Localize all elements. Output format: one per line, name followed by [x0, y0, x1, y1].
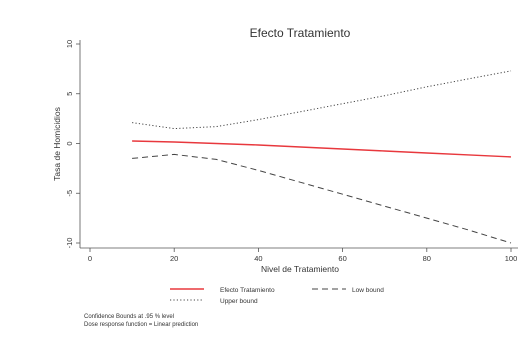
legend: Efecto Tratamiento Low bound Upper bound — [170, 287, 384, 305]
series-efecto-tratamiento-line — [132, 140, 512, 158]
x-tick-label: 40 — [254, 254, 262, 263]
plot-area — [79, 40, 518, 249]
x-tick-label: 80 — [423, 254, 431, 263]
y-tick-label: -10 — [65, 238, 74, 249]
series-upper-bound-line — [132, 70, 512, 130]
x-tick-label: 60 — [338, 254, 346, 263]
series-low-bound-line — [132, 153, 512, 244]
legend-label-upper: Upper bound — [220, 298, 258, 305]
y-tick-label: -5 — [65, 190, 74, 197]
x-tick-label: 100 — [505, 254, 518, 263]
x-axis-label: Nivel de Tratamiento — [261, 264, 339, 274]
note-confidence: Confidence Bounds at .95 % level — [84, 314, 174, 320]
legend-label-efecto: Efecto Tratamiento — [220, 287, 275, 294]
y-tick-label: 5 — [65, 92, 74, 96]
y-ticks: -10 -5 0 5 10 — [65, 40, 80, 249]
x-tick-label: 20 — [170, 254, 178, 263]
y-tick-label: 0 — [65, 141, 74, 145]
y-tick-label: 10 — [65, 40, 74, 48]
y-axis-label: Tasa de Homicidios — [52, 107, 62, 181]
chart-title: Efecto Tratamiento — [250, 26, 351, 40]
series-layer — [132, 70, 512, 244]
note-dose-response: Dose response function = Linear predicti… — [84, 322, 198, 328]
legend-label-low: Low bound — [352, 287, 384, 294]
x-ticks: 0 20 40 60 80 100 — [88, 248, 517, 263]
x-tick-label: 0 — [88, 254, 92, 263]
